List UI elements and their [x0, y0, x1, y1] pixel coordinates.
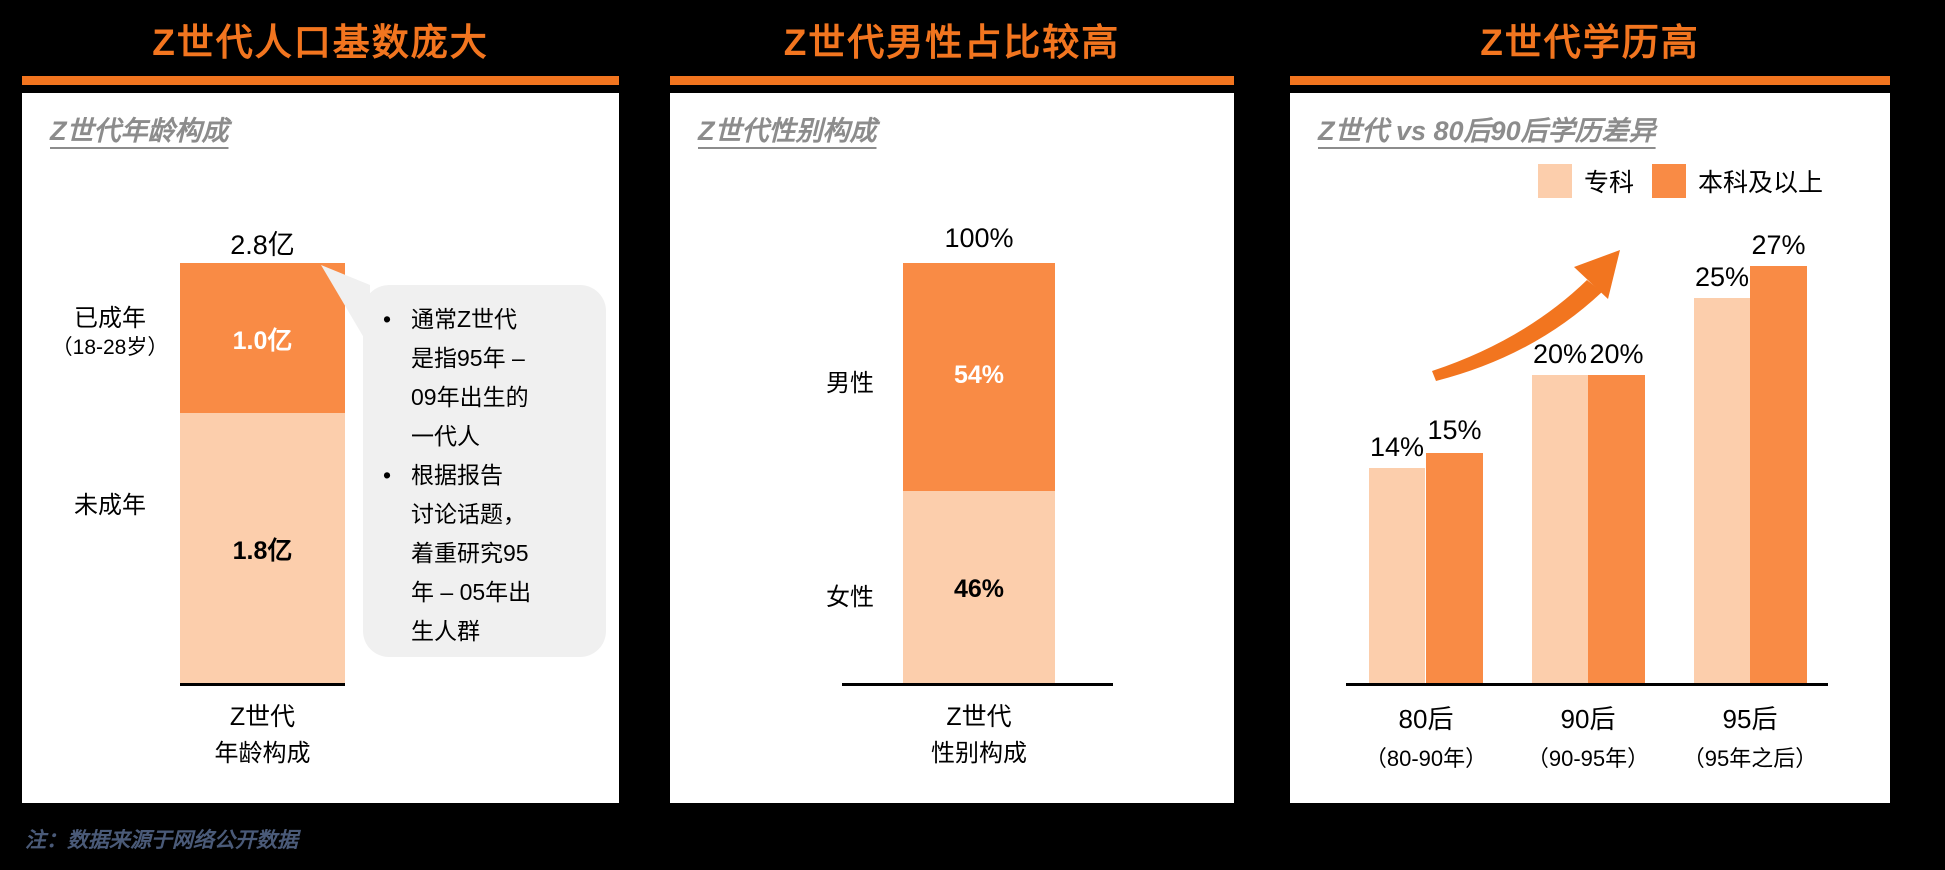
bullet-icon: • [383, 462, 392, 488]
value-label-95-light: 25% [1694, 262, 1750, 292]
panel1-axis-line2: 年龄构成 [214, 740, 311, 767]
panel1-axis-line1: Z世代 [229, 703, 296, 731]
panel2-axis-line1: Z世代 [946, 703, 1012, 731]
panel3-accent-bar [1290, 76, 1890, 85]
panel1-accent-bar [22, 76, 619, 85]
adult-age-range-label: （18-28岁） [51, 336, 169, 359]
xlabel-90-line2: （90-95年） [1526, 746, 1650, 771]
male-side-label: 男性 [826, 370, 874, 397]
total-population-label: 2.8亿 [230, 230, 295, 260]
panel2-subtitle: Z世代性别构成 [698, 116, 877, 146]
callout-line: 是指95年 – [411, 345, 525, 371]
value-label-80-light: 14% [1369, 432, 1425, 462]
female-value-label: 46% [953, 575, 1005, 603]
source-note: 注：数据来源于网络公开数据 [25, 829, 298, 852]
adult-side-label: 已成年 [74, 305, 146, 332]
panel1-baseline [180, 683, 345, 686]
minor-value-label: 1.8亿 [232, 537, 293, 565]
bar-80-light [1369, 468, 1425, 685]
minor-segment [180, 413, 345, 685]
value-label-95-dark: 27% [1751, 230, 1806, 260]
value-label-80-dark: 15% [1427, 415, 1482, 445]
male-value-label: 54% [953, 361, 1005, 389]
panel1-subtitle: Z世代年龄构成 [50, 116, 229, 146]
legend-label-dark: 本科及以上 [1698, 169, 1824, 197]
callout-line: 讨论话题， [411, 501, 526, 527]
callout-line: 年 – 05年出 [411, 579, 532, 605]
xlabel-95-line1: 95后 [1722, 704, 1778, 734]
xlabel-80: 80后 （80-90年） [1346, 699, 1506, 773]
xlabel-80-line2: （80-90年） [1364, 746, 1488, 771]
callout-line: 着重研究95 [411, 540, 529, 566]
minor-side-label: 未成年 [74, 492, 146, 519]
panel3-card: Z世代 vs 80后90后学历差异 专科 本科及以上 14% 15% 20% 2… [1290, 93, 1890, 803]
adult-segment [180, 263, 345, 413]
male-segment [903, 263, 1055, 491]
value-label-90-dark: 20% [1589, 339, 1644, 369]
callout-line: 09年出生的 [411, 384, 529, 410]
female-side-label: 女性 [826, 584, 874, 611]
xlabel-80-line1: 80后 [1398, 704, 1454, 734]
callout-line: 一代人 [411, 423, 480, 449]
bar-95-dark [1750, 266, 1807, 685]
panel2-title: Z世代男性占比较高 [783, 22, 1121, 63]
callout-line: 根据报告 [411, 462, 503, 488]
bar-90-dark [1588, 375, 1645, 685]
legend-swatch-light [1538, 164, 1572, 198]
legend: 专科 本科及以上 [1538, 163, 1823, 199]
legend-swatch-dark [1652, 164, 1687, 198]
bar-80-dark [1426, 453, 1483, 685]
panel1-title: Z世代人口基数庞大 [152, 22, 489, 63]
xlabel-90-line1: 90后 [1560, 704, 1616, 734]
panel2-axis-line2: 性别构成 [931, 740, 1027, 767]
panel2-card: Z世代性别构成 100% 54% 46% 男性 女性 Z世代 性别构成 [670, 93, 1234, 803]
callout-line: 通常Z世代 [411, 306, 518, 332]
panel3-title: Z世代学历高 [1480, 22, 1700, 63]
callout-text: • 通常Z世代 是指95年 – 09年出生的 一代人 • 根据报告 讨论话题， 着重… [363, 285, 606, 651]
callout-line: 生人群 [411, 618, 480, 644]
bar-95-light [1694, 298, 1750, 685]
total-percent-label: 100% [944, 223, 1014, 253]
xlabel-90: 90后 （90-95年） [1508, 699, 1668, 773]
panel2-accent-bar [670, 76, 1234, 85]
bar-90-light [1532, 375, 1588, 685]
bullet-icon: • [383, 306, 392, 332]
panel3-baseline [1346, 683, 1828, 686]
panel2-baseline [842, 683, 1113, 686]
female-segment [903, 491, 1055, 685]
panel3-subtitle: Z世代 vs 80后90后学历差异 [1318, 116, 1656, 146]
panel1-card: Z世代年龄构成 2.8亿 1.0亿 1.8亿 已成年 （18-28岁） 未成年 … [22, 93, 619, 803]
legend-label-light: 专科 [1584, 169, 1635, 197]
callout-bubble: • 通常Z世代 是指95年 – 09年出生的 一代人 • 根据报告 讨论话题， 着重… [363, 285, 606, 657]
xlabel-95: 95后 （95年之后） [1670, 699, 1830, 773]
xlabel-95-line2: （95年之后） [1682, 746, 1818, 771]
adult-value-label: 1.0亿 [232, 327, 293, 355]
